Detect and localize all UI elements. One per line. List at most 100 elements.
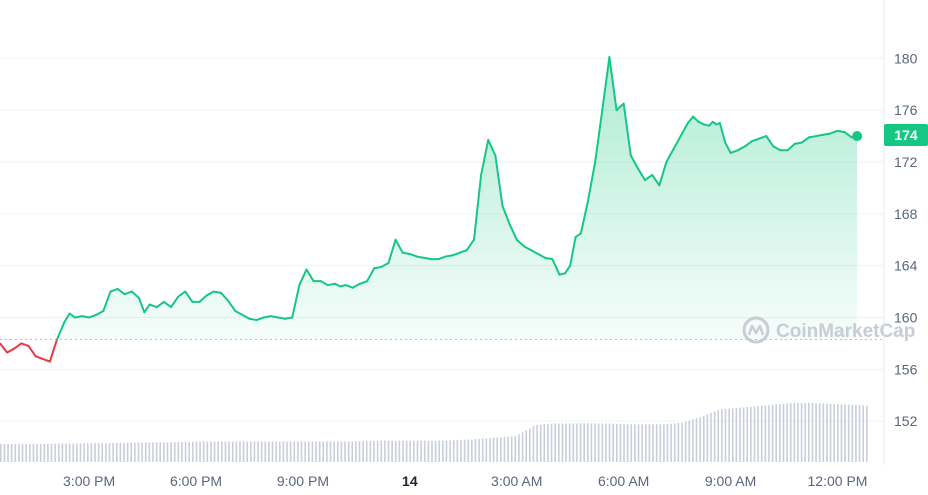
- volume-bar: [866, 405, 868, 462]
- price-line-segment: [130, 290, 140, 300]
- volume-bar: [558, 423, 560, 462]
- volume-bar: [706, 414, 709, 462]
- volume-bar: [108, 443, 111, 462]
- volume-bar: [184, 441, 187, 462]
- price-line-segment: [373, 265, 383, 270]
- price-line-segment: [665, 148, 675, 163]
- price-line-segment: [750, 137, 761, 143]
- volume-bar: [837, 404, 839, 462]
- volume-bar: [307, 441, 310, 462]
- price-line-segment: [508, 223, 518, 241]
- volume-bar: [43, 443, 46, 462]
- price-line-segment: [13, 342, 23, 350]
- volume-bar: [380, 440, 383, 462]
- price-line-segment: [563, 264, 572, 275]
- price-line-segment: [423, 256, 433, 261]
- volume-bar: [347, 441, 350, 462]
- volume-bar: [663, 424, 665, 462]
- volume-bar: [583, 423, 585, 462]
- volume-bar: [28, 443, 31, 462]
- volume-bar: [420, 440, 422, 462]
- price-line-segment: [116, 287, 126, 296]
- current-price-badge: 174: [884, 124, 928, 146]
- volume-bar: [21, 443, 24, 462]
- volume-bar: [452, 440, 455, 462]
- volume-bar: [329, 441, 332, 462]
- price-line-segment: [358, 280, 369, 285]
- volume-bar: [789, 403, 792, 462]
- price-line-segment: [615, 102, 625, 112]
- volume-bar: [844, 404, 846, 462]
- price-line-segment: [444, 254, 454, 258]
- volume-bar: [815, 403, 817, 462]
- volume-bar: [144, 442, 147, 462]
- x-tick-label: 3:00 PM: [63, 473, 115, 489]
- volume-bar: [326, 441, 328, 462]
- price-line-segment: [123, 290, 133, 296]
- volume-bar: [626, 424, 629, 462]
- volume-bar: [279, 441, 281, 462]
- volume-bar: [724, 408, 727, 462]
- volume-bar: [228, 441, 230, 462]
- volume-bar: [336, 441, 339, 462]
- price-line-segment: [772, 145, 782, 152]
- y-tick-label: 156: [894, 361, 918, 377]
- y-tick-label: 172: [894, 154, 918, 170]
- volume-bar: [851, 404, 854, 462]
- volume-bar: [532, 426, 535, 462]
- price-area: [0, 57, 858, 340]
- volume-bar: [673, 423, 676, 462]
- volume-bar: [115, 443, 118, 462]
- price-line-segment: [743, 140, 753, 148]
- volume-bar: [731, 408, 734, 462]
- volume-bar: [746, 407, 749, 462]
- volume-bar: [615, 423, 618, 462]
- price-line-segment: [437, 255, 447, 261]
- volume-bar: [597, 423, 600, 462]
- price-line-segment: [88, 313, 98, 319]
- volume-bar: [32, 443, 35, 462]
- volume-bar: [659, 424, 662, 462]
- volume-bar: [590, 423, 593, 462]
- volume-bar: [529, 428, 531, 462]
- current-price-dot[interactable]: [852, 131, 863, 142]
- volume-bar: [181, 441, 183, 462]
- price-line[interactable]: [0, 56, 859, 363]
- volume-bar: [90, 443, 93, 462]
- volume-bar: [507, 436, 509, 462]
- price-line-segment: [658, 160, 668, 187]
- volume-bar: [753, 406, 756, 462]
- price-line-segment: [465, 238, 475, 252]
- volume-bar: [449, 440, 451, 462]
- price-line-segment: [601, 56, 611, 112]
- volume-bar: [525, 430, 527, 462]
- volume-bar: [79, 443, 82, 462]
- volume-bar: [764, 405, 767, 462]
- volume-bar: [304, 441, 306, 462]
- volume-bar: [568, 423, 571, 462]
- volume-bar: [586, 423, 589, 462]
- volume-bar: [630, 424, 633, 462]
- volume-bar: [177, 442, 180, 462]
- volume-bar: [565, 423, 567, 462]
- volume-bar: [235, 441, 238, 462]
- volume-bar: [489, 438, 491, 462]
- volume-bar: [97, 443, 100, 462]
- volume-bar: [231, 441, 234, 462]
- price-line-segment: [551, 258, 561, 276]
- volume-bar: [543, 424, 546, 462]
- volume-bar: [242, 441, 245, 462]
- price-line-segment: [515, 238, 525, 248]
- x-tick-label: 6:00 AM: [598, 473, 649, 489]
- coinmarketcap-logo-icon: [742, 316, 770, 344]
- volume-bar: [423, 440, 426, 462]
- price-line-segment: [579, 199, 590, 235]
- price-line-segment: [815, 133, 825, 138]
- volume-bar: [376, 440, 379, 462]
- volume-bar: [402, 440, 404, 462]
- volume-bar: [289, 441, 292, 462]
- volume-bar: [36, 443, 38, 462]
- volume-bar: [463, 439, 466, 462]
- price-line-segment: [843, 131, 853, 139]
